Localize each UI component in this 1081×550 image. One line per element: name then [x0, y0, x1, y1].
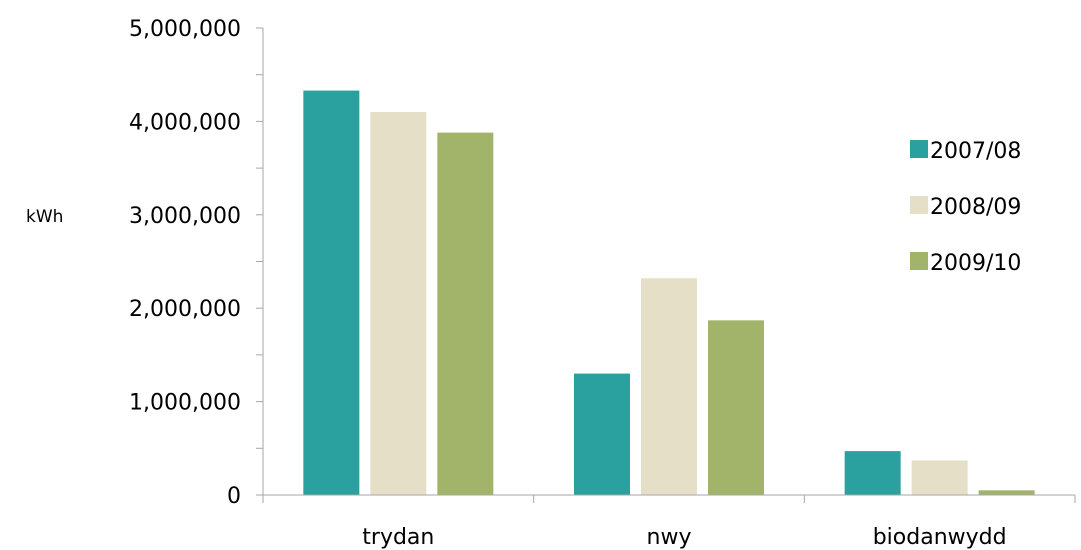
- bar-nwy-2008-09: [641, 278, 697, 495]
- bar-biodanwydd-2009-10: [978, 490, 1035, 495]
- bar-trydan-2007-08: [303, 90, 360, 495]
- bar-nwy-2009-10: [708, 320, 764, 495]
- legend-swatch: [910, 140, 928, 158]
- axes: [262, 28, 1076, 503]
- legend-swatch: [910, 196, 928, 214]
- legend-label: 2009/10: [930, 251, 1021, 276]
- y-tick-label: 5,000,000: [129, 17, 241, 42]
- y-axis-ticks: 0 1,000,000 2,000,000 3,000,000 4,000,000 5,0…: [129, 17, 263, 509]
- x-category-label: trydan: [362, 525, 434, 550]
- x-category-label: biodanwydd: [873, 525, 1007, 550]
- legend: 2007/08 2008/09 2009/10: [910, 139, 1021, 276]
- y-axis-title: kWh: [26, 207, 63, 227]
- bar-nwy-2007-08: [574, 373, 630, 495]
- y-tick-label: 0: [227, 484, 241, 509]
- y-tick-label: 3,000,000: [129, 204, 241, 229]
- y-tick-label: 2,000,000: [129, 297, 241, 322]
- bars: [303, 90, 1035, 495]
- bar-trydan-2009-10: [437, 132, 494, 495]
- bar-trydan-2008-09: [370, 112, 427, 495]
- x-axis-labels: trydan nwy biodanwydd: [362, 525, 1006, 550]
- bar-biodanwydd-2008-09: [911, 460, 968, 495]
- bar-biodanwydd-2007-08: [844, 451, 901, 495]
- x-category-label: nwy: [647, 525, 692, 550]
- y-tick-label: 4,000,000: [129, 110, 241, 135]
- y-tick-label: 1,000,000: [129, 391, 241, 416]
- legend-swatch: [910, 252, 928, 270]
- legend-label: 2008/09: [930, 195, 1021, 220]
- legend-label: 2007/08: [930, 139, 1021, 164]
